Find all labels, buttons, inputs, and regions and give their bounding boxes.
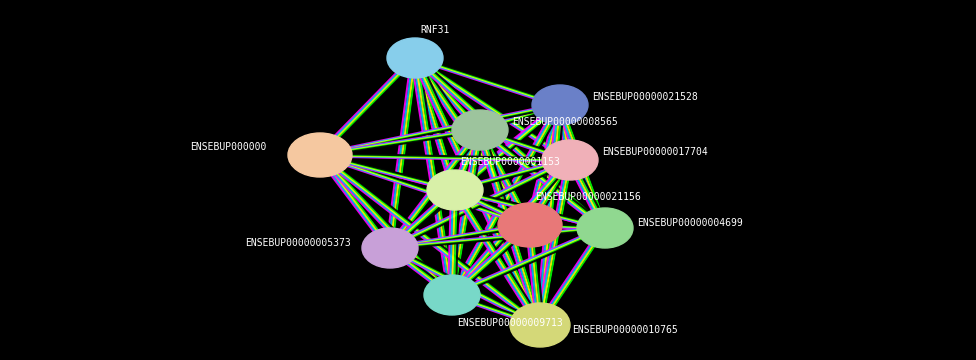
Ellipse shape	[532, 85, 588, 125]
Text: RNF31: RNF31	[420, 25, 449, 35]
Ellipse shape	[510, 303, 570, 347]
Text: ENSEBUP00000004699: ENSEBUP00000004699	[637, 218, 743, 228]
Text: ENSEBUP00000021528: ENSEBUP00000021528	[592, 92, 698, 102]
Text: ENSEBUP0000001153: ENSEBUP0000001153	[460, 157, 560, 167]
Ellipse shape	[542, 140, 598, 180]
Ellipse shape	[427, 170, 483, 210]
Text: ENSEBUP000000: ENSEBUP000000	[190, 142, 266, 152]
Text: ENSEBUP00000009713: ENSEBUP00000009713	[457, 318, 563, 328]
Text: ENSEBUP00000005373: ENSEBUP00000005373	[245, 238, 350, 248]
Text: ENSEBUP00000021156: ENSEBUP00000021156	[535, 192, 641, 202]
Ellipse shape	[288, 133, 352, 177]
Text: ENSEBUP00000010765: ENSEBUP00000010765	[572, 325, 677, 335]
Ellipse shape	[387, 38, 443, 78]
Ellipse shape	[362, 228, 418, 268]
Ellipse shape	[577, 208, 633, 248]
Ellipse shape	[424, 275, 480, 315]
Ellipse shape	[452, 110, 508, 150]
Text: ENSEBUP00000017704: ENSEBUP00000017704	[602, 147, 708, 157]
Text: ENSEBUP00000008565: ENSEBUP00000008565	[512, 117, 618, 127]
Ellipse shape	[498, 203, 562, 247]
